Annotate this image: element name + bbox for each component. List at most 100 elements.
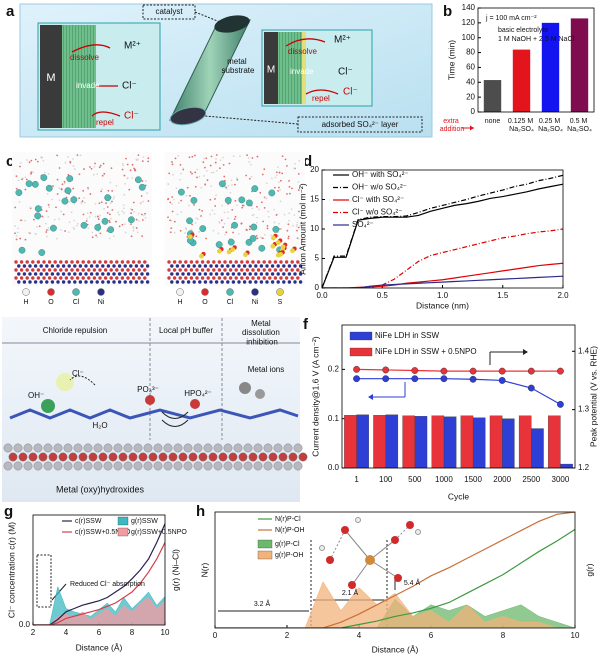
chloride-atom [61, 197, 69, 205]
water-atom [279, 188, 281, 191]
x-axis-label: Distance (Å) [76, 642, 123, 652]
lattice-atom [231, 272, 236, 276]
lattice-atom [113, 443, 123, 453]
lattice-atom [265, 264, 269, 268]
panel-a-illustration: catalyst metal substrate adsorbed SO₄²⁻ … [19, 3, 433, 138]
water-atom [131, 163, 134, 166]
water-atom [234, 215, 237, 218]
water-atom [123, 223, 126, 226]
water-atom [97, 230, 100, 233]
lattice-atom [140, 272, 144, 276]
lattice-atom [243, 461, 253, 471]
water-atom [69, 160, 72, 163]
lattice-atom [178, 452, 188, 462]
ion-label: Cl⁻ [124, 111, 139, 122]
water-atom [30, 172, 32, 175]
lattice-atom [248, 280, 252, 284]
water-atom [296, 223, 298, 226]
chloride-atom [40, 174, 48, 181]
metal-ion [255, 389, 265, 399]
lattice-atom [245, 268, 250, 272]
lattice-atom [53, 461, 63, 471]
legend-swatch [47, 288, 55, 296]
sulfur-atom [290, 248, 295, 254]
chloride-atom [80, 221, 88, 229]
water-atom [236, 204, 238, 207]
water-atom [296, 221, 299, 224]
water-atom [99, 232, 102, 235]
lattice-atom [78, 280, 83, 284]
legend-label: O [202, 299, 208, 306]
lattice-atom [184, 268, 188, 272]
water-atom [103, 172, 106, 175]
line-marker [353, 365, 360, 373]
lattice-atom [73, 264, 77, 268]
water-atom [82, 189, 85, 192]
arrow [161, 419, 189, 427]
water-atom [171, 196, 174, 198]
water-atom [34, 158, 37, 161]
water-atom [40, 205, 43, 208]
lattice-atom [233, 461, 243, 471]
lattice-atom [245, 260, 250, 264]
annotation: j = 100 mA cm⁻² [485, 15, 537, 22]
water-atom [47, 215, 50, 218]
water-atom [96, 236, 99, 238]
lattice-atom [163, 443, 173, 453]
panel-c-illustration [12, 152, 305, 286]
water-atom [270, 234, 273, 237]
sulfur-atom [243, 252, 248, 258]
water-atom [123, 174, 126, 177]
lattice-atom [92, 268, 97, 272]
substrate-label: Metal (oxy)hydroxides [56, 484, 145, 494]
water-atom [286, 193, 288, 195]
chloride-atom [104, 194, 112, 202]
water-atom [194, 171, 197, 174]
arrowhead [523, 349, 528, 355]
water-atom [176, 213, 179, 216]
lattice-atom [22, 280, 27, 284]
line-marker [411, 367, 419, 374]
lattice-atom [167, 276, 171, 280]
line [33, 523, 165, 625]
y2-tick-label: 1.4 [578, 346, 590, 355]
water-atom [91, 236, 94, 239]
water-atom [72, 165, 75, 167]
lattice-atom [243, 443, 253, 453]
lattice-atom [61, 264, 66, 268]
lattice-atom [19, 260, 24, 264]
lattice-atom [189, 276, 194, 280]
line-marker [469, 367, 477, 375]
water-atom [30, 171, 33, 174]
annotation: 2.1 Å [342, 588, 359, 597]
water-atom [15, 235, 18, 237]
water-atom [131, 177, 133, 179]
ion-label: Cl⁻ [338, 67, 353, 78]
water-atom [142, 156, 145, 159]
bar [373, 415, 386, 469]
sulfur-atom [280, 244, 286, 250]
water-atom [222, 226, 224, 229]
lattice-atom [253, 461, 263, 471]
water-atom [265, 182, 268, 184]
water-atom [297, 237, 300, 240]
bar [443, 416, 457, 469]
water-atom [266, 225, 269, 227]
water-atom [278, 186, 280, 189]
water-atom [99, 164, 102, 167]
water-atom [36, 160, 39, 163]
water-atom [224, 233, 226, 236]
water-atom [137, 158, 139, 161]
lattice-atom [214, 264, 219, 268]
water-atom [201, 209, 204, 212]
lattice-atom [296, 276, 300, 280]
lattice-atom [298, 280, 303, 284]
x-tick-label: 8 [130, 628, 135, 637]
water-atom [121, 210, 124, 213]
water-atom [298, 159, 301, 162]
water-atom [293, 167, 295, 170]
water-atom [58, 187, 61, 190]
water-atom [137, 220, 140, 222]
water-atom [236, 178, 239, 181]
lattice-atom [192, 280, 196, 284]
